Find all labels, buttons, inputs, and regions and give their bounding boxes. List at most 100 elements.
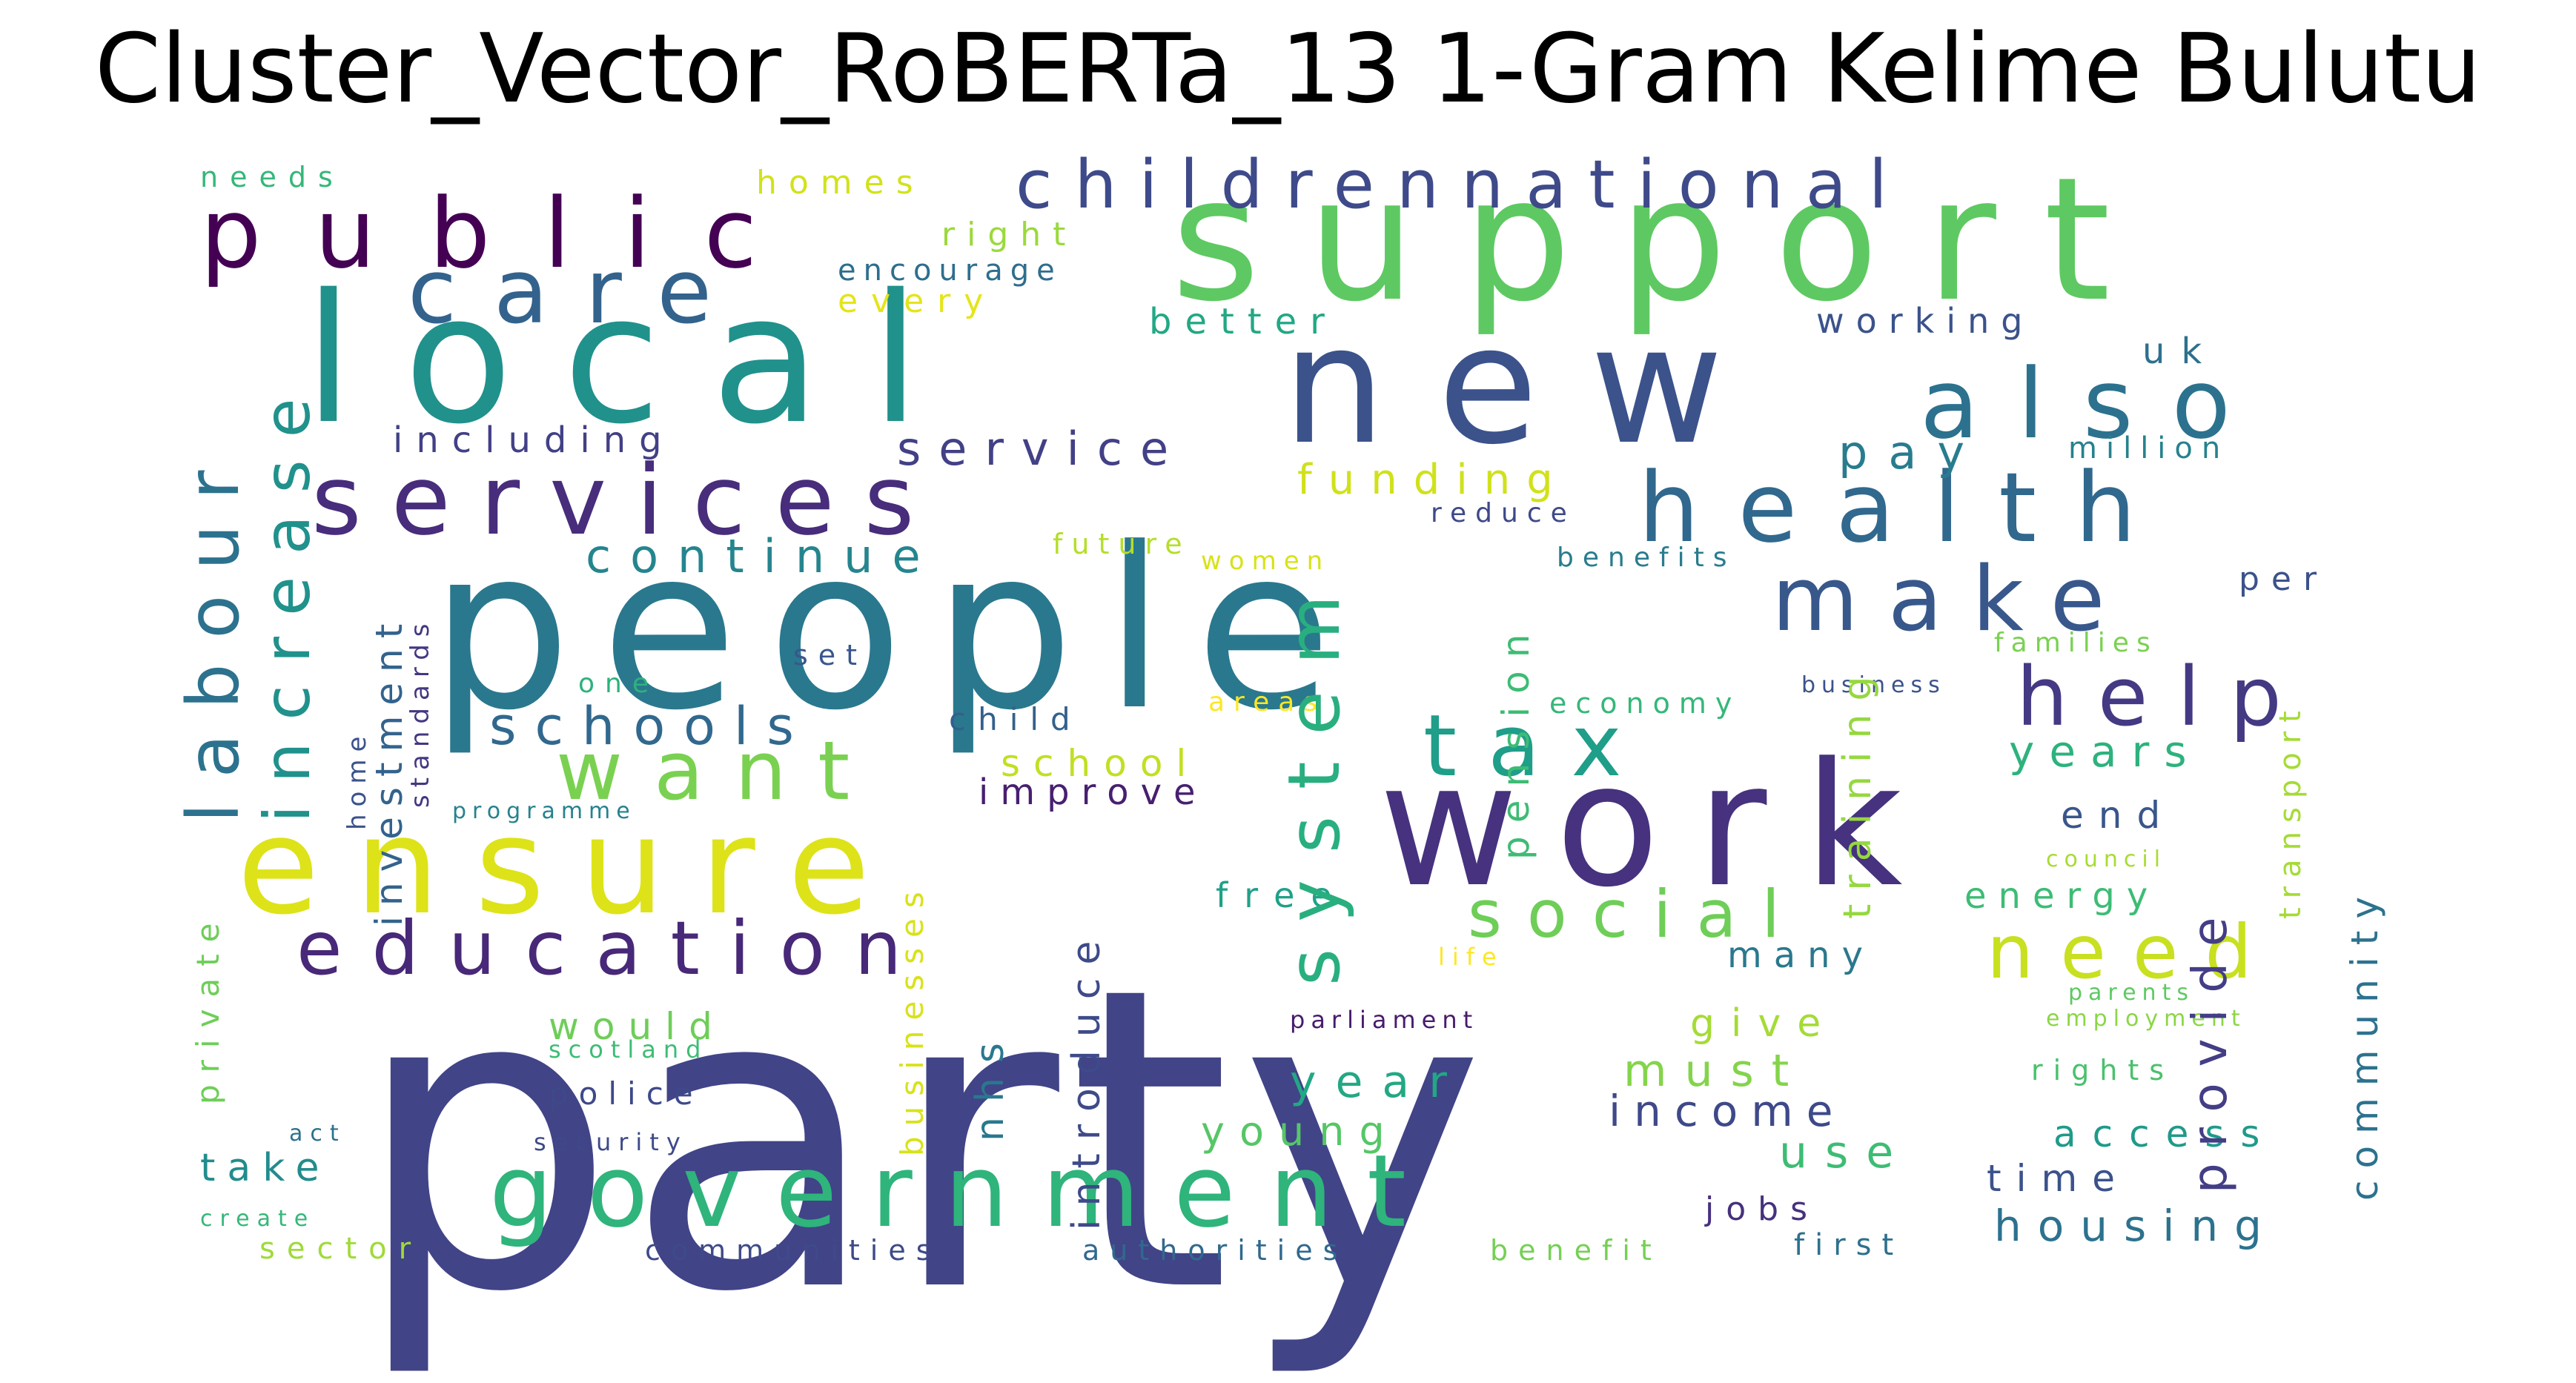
word-parliament: parliament [1290, 1006, 1479, 1034]
word-give: give [1690, 1001, 1838, 1046]
word-funding: funding [1297, 456, 1569, 504]
word-tax: tax [1423, 697, 1653, 796]
word-benefit: benefit [1490, 1234, 1662, 1267]
word-parents: parents [2068, 980, 2194, 1006]
word-introduce: introduce [1064, 927, 1109, 1230]
word-improve: improve [979, 772, 1208, 813]
word-future: future [1053, 528, 1191, 560]
word-local: local [304, 256, 971, 463]
word-years: years [2009, 726, 2202, 777]
word-would: would [549, 1005, 726, 1048]
word-provide: provide [2183, 901, 2238, 1193]
word-women: women [1201, 546, 1331, 576]
word-encourage: encourage [838, 253, 1062, 288]
word-people: people [430, 500, 1362, 759]
word-work: work [1379, 727, 1940, 925]
word-per: per [2239, 560, 2329, 598]
word-create: create [200, 1206, 316, 1232]
word-homes: homes [756, 164, 925, 202]
word-home: home [342, 729, 372, 830]
word-communities: communities [645, 1234, 941, 1267]
word-many: many [1727, 935, 1875, 976]
word-standards: standards [405, 616, 435, 808]
word-private: private [190, 911, 226, 1105]
word-time: time [1987, 1157, 2130, 1200]
word-use: use [1779, 1127, 1912, 1178]
word-cloud: party people support local new work ensu… [172, 142, 2386, 1350]
word-health: health [1638, 451, 2175, 564]
word-services: services [311, 444, 944, 557]
word-also: also [1920, 348, 2270, 460]
word-employment: employment [2046, 1006, 2246, 1032]
word-business: business [1801, 672, 1946, 698]
word-party: party [353, 900, 1494, 1383]
word-government: government [489, 1133, 1440, 1250]
chart-title: Cluster_Vector_RoBERTa_13 1-Gram Kelime … [94, 14, 2482, 125]
word-rights: rights [2031, 1054, 2175, 1087]
word-social: social [1468, 876, 1805, 952]
word-security: security [534, 1128, 688, 1156]
word-uk: uk [2142, 331, 2219, 372]
word-new: new [1282, 291, 1775, 480]
word-ensure: ensure [237, 789, 906, 944]
word-set: set [793, 639, 868, 671]
word-life: life [1438, 943, 1504, 971]
word-jobs: jobs [1705, 1190, 1819, 1228]
word-police: police [549, 1075, 703, 1112]
word-families: families [1994, 628, 2158, 658]
word-first: first [1794, 1228, 1904, 1262]
word-areas: areas [1208, 687, 1327, 717]
word-reduce: reduce [1431, 498, 1576, 528]
word-public: public [200, 177, 811, 290]
word-million: million [2068, 431, 2230, 465]
word-including: including [393, 419, 675, 461]
word-working: working [1816, 301, 2035, 341]
word-every: every [838, 282, 997, 320]
word-housing: housing [1994, 1201, 2278, 1251]
word-income: income [1609, 1086, 1847, 1136]
word-support: support [1171, 142, 2159, 339]
word-must: must [1623, 1045, 1807, 1097]
word-free: free [1216, 875, 1348, 915]
word-programme: programme [452, 798, 636, 824]
word-want: want [556, 723, 881, 818]
word-care: care [408, 241, 749, 344]
word-child: child [949, 701, 1082, 737]
word-transport: transport [2274, 702, 2308, 919]
word-scotland: scotland [549, 1035, 709, 1064]
word-take: take [200, 1146, 331, 1190]
word-young: young [1201, 1108, 1400, 1155]
word-continue: continue [586, 529, 940, 583]
word-economy: economy [1549, 687, 1741, 720]
word-better: better [1149, 301, 1338, 342]
word-sector: sector [259, 1232, 423, 1266]
word-access: access [2053, 1112, 2277, 1155]
word-training: training [1835, 663, 1880, 919]
word-make: make [1772, 548, 2135, 651]
word-system: system [1273, 568, 1356, 986]
word-increase: schools [489, 696, 812, 757]
word-investment: investment [368, 613, 411, 926]
word-labour: increase [251, 376, 325, 823]
word-act: act [289, 1121, 346, 1147]
word-one: one [578, 669, 659, 699]
word-education: education [297, 905, 932, 992]
word-school: school [1001, 742, 1200, 785]
word-pension: pension [1494, 620, 1537, 860]
word-schools: labour [172, 445, 255, 823]
word-businesses: businesses [894, 881, 930, 1156]
word-nhs: nhs [968, 1027, 1013, 1141]
word-childrennational: childrennational [1016, 146, 1910, 224]
word-energy: energy [1964, 875, 2160, 917]
word-year: year [1290, 1056, 1466, 1108]
word-authorities: authorities [1082, 1234, 1348, 1267]
word-service: service [897, 422, 1187, 476]
word-council: council [2046, 846, 2167, 872]
word-needs: needs [200, 161, 345, 193]
word-community: community [2343, 885, 2386, 1201]
word-benefits: benefits [1557, 543, 1736, 573]
word-pay: pay [1838, 425, 1986, 480]
word-end: end [2061, 794, 2176, 837]
word-help: help [2016, 649, 2311, 744]
word-right: right [941, 216, 1078, 253]
